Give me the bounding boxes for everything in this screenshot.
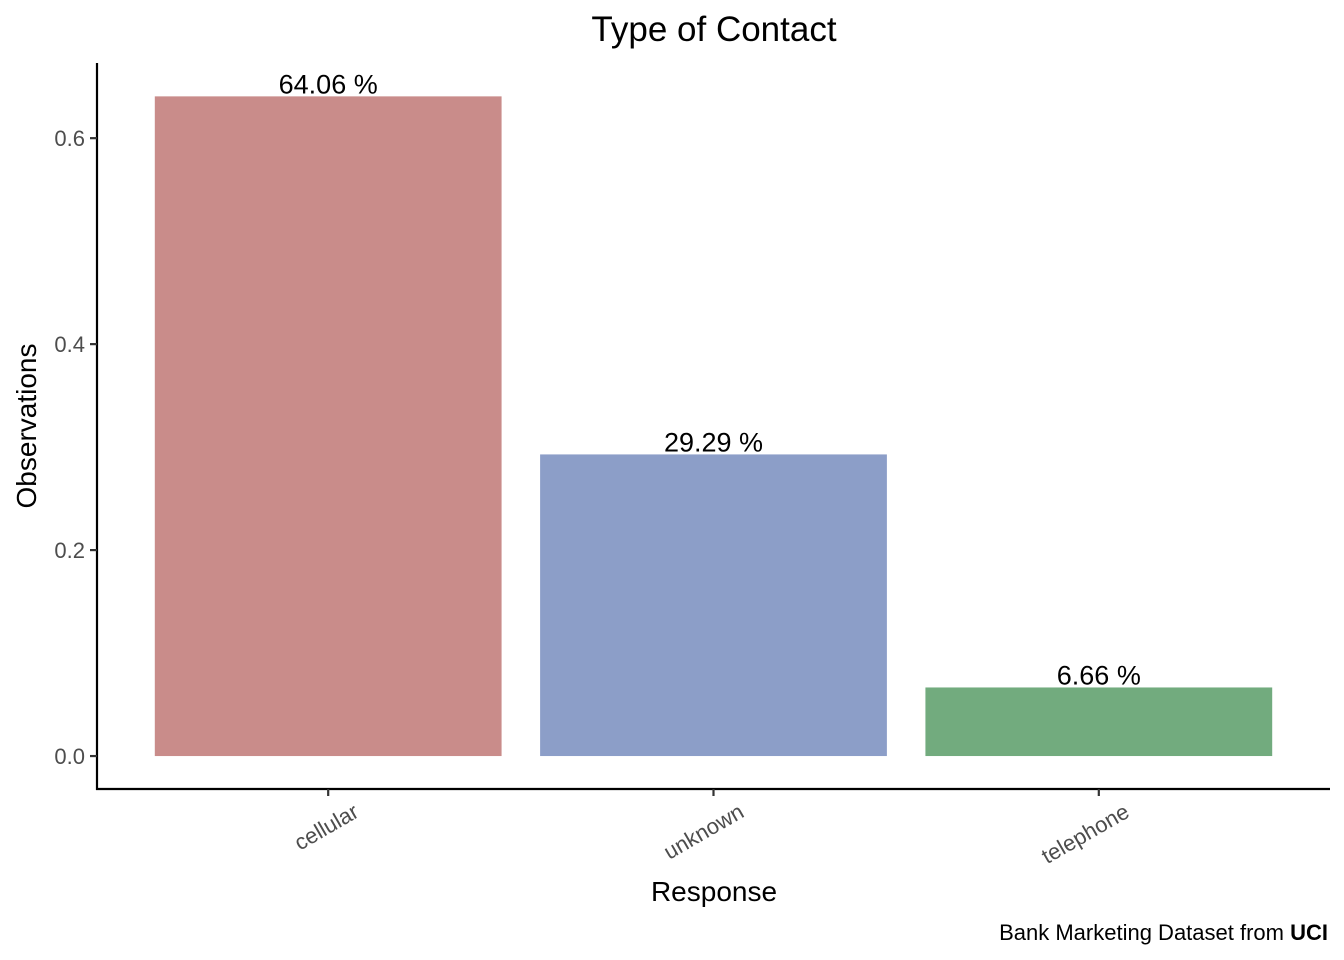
bar-value-label-cellular: 64.06 % [279,69,378,99]
bar-value-label-telephone: 6.66 % [1057,660,1141,690]
x-tick-label-unknown: unknown [659,799,748,865]
x-ticks-layer: cellular unknown telephone [290,789,1133,869]
bar-value-label-unknown: 29.29 % [664,427,763,457]
bar-unknown [540,454,887,757]
bar-cellular [154,96,502,757]
y-tick-label-0: 0.0 [54,744,85,769]
y-axis-title: Observations [11,344,42,509]
bar-labels-layer: 64.06 % 29.29 % 6.66 % [279,69,1141,690]
y-tick-label-3: 0.6 [54,126,85,151]
x-tick-label-cellular: cellular [290,799,363,856]
chart-title: Type of Contact [591,10,836,49]
x-tick-label-telephone: telephone [1037,799,1133,869]
bar-telephone [925,687,1273,757]
y-tick-label-2: 0.4 [54,332,85,357]
y-tick-label-1: 0.2 [54,538,85,563]
bars-layer [154,96,1273,757]
y-ticks-layer: 0.0 0.2 0.4 0.6 [54,126,97,769]
caption-prefix: Bank Marketing Dataset from [999,920,1290,945]
caption-source: UCI [1290,920,1328,945]
caption: Bank Marketing Dataset from UCI [999,920,1328,945]
x-axis-title: Response [651,876,777,907]
